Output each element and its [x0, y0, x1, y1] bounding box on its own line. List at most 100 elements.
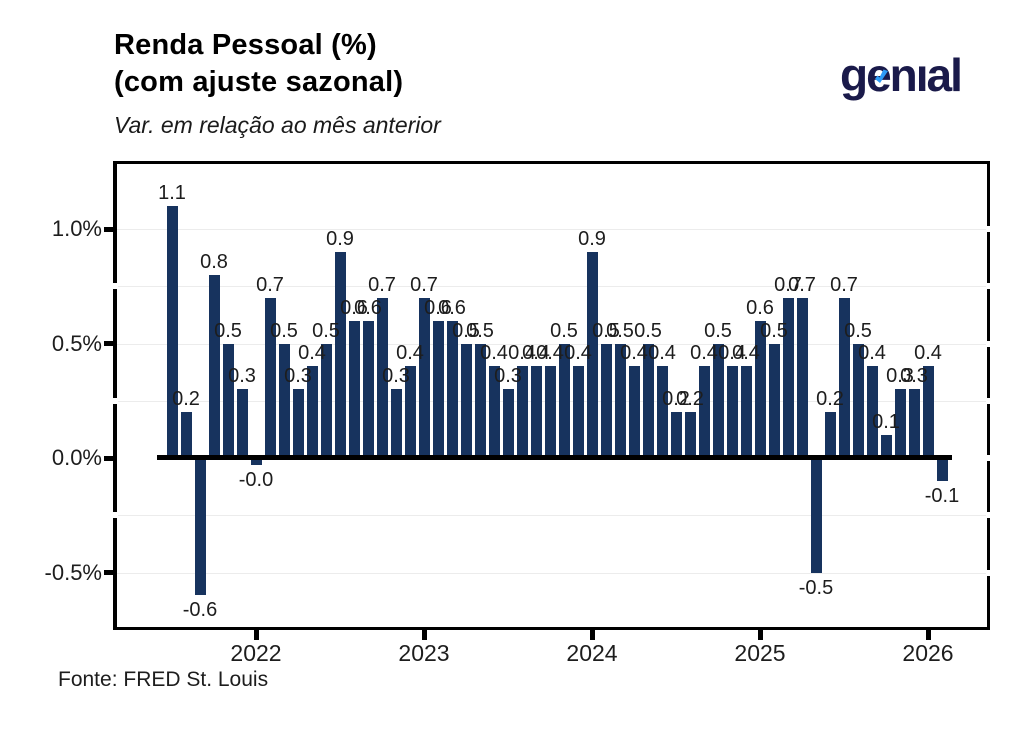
bar [741, 366, 752, 458]
border-notch [986, 226, 991, 232]
bar [503, 389, 514, 458]
border-notch [113, 283, 118, 289]
bar-value-label: 0.3 [900, 365, 928, 387]
bar-value-label: 0.4 [648, 342, 676, 364]
bar-value-label: 0.7 [410, 274, 438, 296]
bar [391, 389, 402, 458]
chart-subtitle: Var. em relação ao mês anterior [114, 112, 441, 138]
x-axis-tick-label: 2023 [398, 640, 450, 666]
bar-value-label: 0.4 [620, 342, 648, 364]
chart-title-line1: Renda Pessoal (%) [114, 29, 377, 61]
bar [195, 458, 206, 595]
chart-title-line2: (com ajuste sazonal) [114, 66, 404, 98]
bar [755, 321, 766, 458]
bar [811, 458, 822, 573]
bar-value-label: 0.7 [368, 274, 396, 296]
bar-value-label: 0.5 [760, 320, 788, 342]
bar-value-label: 0.7 [788, 274, 816, 296]
y-axis-tick [104, 341, 113, 346]
gridline [113, 344, 990, 345]
bar-value-label: 0.5 [606, 320, 634, 342]
bar [867, 366, 878, 458]
bar [881, 435, 892, 458]
bar [307, 366, 318, 458]
border-notch [986, 512, 991, 518]
bar-value-label: 0.6 [746, 297, 774, 319]
border-notch [113, 398, 118, 404]
bar [657, 366, 668, 458]
x-axis-tick [422, 630, 427, 640]
bar [699, 366, 710, 458]
bar [335, 252, 346, 458]
bar-value-label: 0.2 [172, 388, 200, 410]
bar-value-label: 0.4 [536, 342, 564, 364]
x-axis-tick-label: 2026 [902, 640, 954, 666]
bar-value-label: 1.1 [158, 182, 186, 204]
bar-value-label: 0.3 [228, 365, 256, 387]
bar-value-label: 0.5 [270, 320, 298, 342]
bar [895, 389, 906, 458]
bar-value-label: 0.6 [438, 297, 466, 319]
gridline [113, 286, 990, 287]
bar [713, 344, 724, 459]
bar [167, 206, 178, 458]
plot-border-right [987, 161, 990, 630]
bar [293, 389, 304, 458]
bar-value-label: 0.4 [718, 342, 746, 364]
bar-value-label: 0.4 [732, 342, 760, 364]
border-notch [986, 455, 991, 461]
bar-value-label: 0.4 [396, 342, 424, 364]
x-axis-tick [758, 630, 763, 640]
x-axis-tick-label: 2022 [230, 640, 282, 666]
bar-value-label: -0.5 [798, 577, 834, 599]
bar-value-label: 0.7 [774, 274, 802, 296]
bar-value-label: 0.4 [690, 342, 718, 364]
bar [601, 344, 612, 459]
bar [937, 458, 948, 481]
bar [321, 344, 332, 459]
bar [489, 366, 500, 458]
bar [279, 344, 290, 459]
logo-text: genıal [840, 49, 963, 101]
bar-value-label: -0.1 [924, 485, 960, 507]
bar-value-label: 0.4 [858, 342, 886, 364]
bar-value-label: 0.9 [578, 228, 606, 250]
bar [573, 366, 584, 458]
bar-value-label: 0.5 [214, 320, 242, 342]
bar-value-label: 0.4 [522, 342, 550, 364]
bar-value-label: 0.3 [494, 365, 522, 387]
bar [209, 275, 220, 458]
bar-value-label: 0.4 [480, 342, 508, 364]
bar [447, 321, 458, 458]
logo-accent-icon [873, 42, 890, 96]
y-axis-tick [104, 456, 113, 461]
bar [909, 389, 920, 458]
x-axis-tick [590, 630, 595, 640]
bar [671, 412, 682, 458]
bar [405, 366, 416, 458]
bar [629, 366, 640, 458]
bar [237, 389, 248, 458]
zero-axis-line [157, 455, 952, 460]
bar [825, 412, 836, 458]
x-axis-tick-label: 2024 [566, 640, 618, 666]
y-axis-tick-label: 1.0% [51, 216, 102, 241]
bar [363, 321, 374, 458]
bar [643, 344, 654, 459]
bar [769, 344, 780, 459]
bar-value-label: 0.4 [564, 342, 592, 364]
bar [853, 344, 864, 459]
bar [377, 298, 388, 458]
plot-border-left [113, 161, 117, 630]
bar-value-label: 0.4 [914, 342, 942, 364]
plot-border-bottom [113, 627, 990, 630]
bar-value-label: 0.5 [704, 320, 732, 342]
x-axis-tick-label: 2025 [734, 640, 786, 666]
y-axis-tick [104, 570, 113, 575]
gridline [113, 229, 990, 230]
bar [181, 412, 192, 458]
bar-value-label: 0.5 [844, 320, 872, 342]
bar [797, 298, 808, 458]
chart-title: Renda Pessoal (%) (com ajuste sazonal) [114, 27, 403, 101]
